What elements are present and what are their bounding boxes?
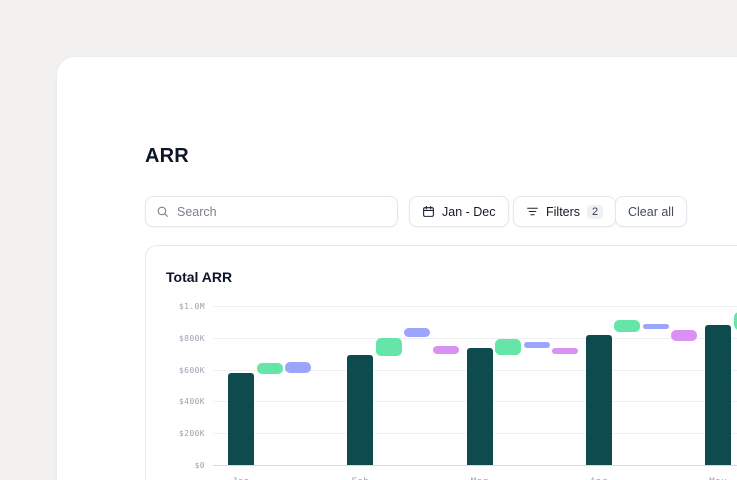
x-axis-label: Mar (450, 477, 510, 480)
chart-title: Total ARR (166, 269, 233, 285)
y-axis-tick-label: $800K (178, 333, 205, 343)
filters-label: Filters (546, 204, 581, 219)
search-box[interactable] (145, 196, 398, 227)
floating-bar-feb (432, 345, 459, 354)
floating-bar-mar (552, 348, 579, 354)
clear-all-label: Clear all (628, 204, 674, 219)
filter-icon (526, 205, 539, 218)
filters-count-badge: 2 (587, 204, 604, 219)
x-axis-label: Jan (211, 477, 271, 480)
x-axis-label: Apr (569, 477, 629, 480)
clear-all-button[interactable]: Clear all (615, 196, 687, 227)
floating-bar-feb (404, 328, 431, 337)
gridline: $0 (195, 461, 737, 470)
bar-feb (347, 355, 374, 465)
date-range-button[interactable]: Jan - Dec (409, 196, 509, 227)
bar-jan (228, 372, 254, 465)
floating-bar-mar (523, 341, 550, 349)
gridline: $1.0M (179, 302, 737, 311)
search-input[interactable] (177, 204, 387, 219)
x-axis-label: Feb (330, 477, 390, 480)
gridline: $800K (179, 334, 737, 343)
arr-bar-chart: $1.0M $800K $600K $400K $200K $0 Jan Feb Mar Apr M… (179, 302, 737, 480)
y-axis-tick-label: $1.0M (178, 302, 205, 311)
total-arr-chart-card: Total ARR $1.0M $800K $600K $400K $200K $0 Jan… (145, 245, 737, 480)
search-icon (156, 205, 169, 218)
main-card: ARR Jan - Dec (57, 57, 737, 480)
y-axis-tick-label: $0 (194, 461, 205, 470)
x-axis-label: May (688, 477, 737, 480)
filters-button[interactable]: Filters 2 (513, 196, 617, 227)
date-range-label: Jan - Dec (442, 204, 496, 219)
floating-bar-apr (671, 329, 698, 341)
floating-bar-jan (285, 362, 311, 373)
floating-bar-jan (256, 363, 283, 374)
bar-mar (466, 348, 493, 465)
y-axis-tick-label: $200K (178, 429, 205, 439)
floating-bar-apr (614, 319, 641, 333)
bar-apr (585, 334, 612, 465)
y-axis-tick-label: $600K (178, 365, 205, 375)
floating-bar-mar (495, 339, 522, 356)
bar-may (705, 325, 732, 465)
floating-bar-may (733, 311, 737, 330)
floating-bar-feb (375, 337, 402, 357)
floating-bar-apr (642, 324, 669, 330)
y-axis-tick-label: $400K (178, 397, 205, 407)
page-title: ARR (145, 145, 189, 167)
calendar-icon (422, 205, 435, 218)
